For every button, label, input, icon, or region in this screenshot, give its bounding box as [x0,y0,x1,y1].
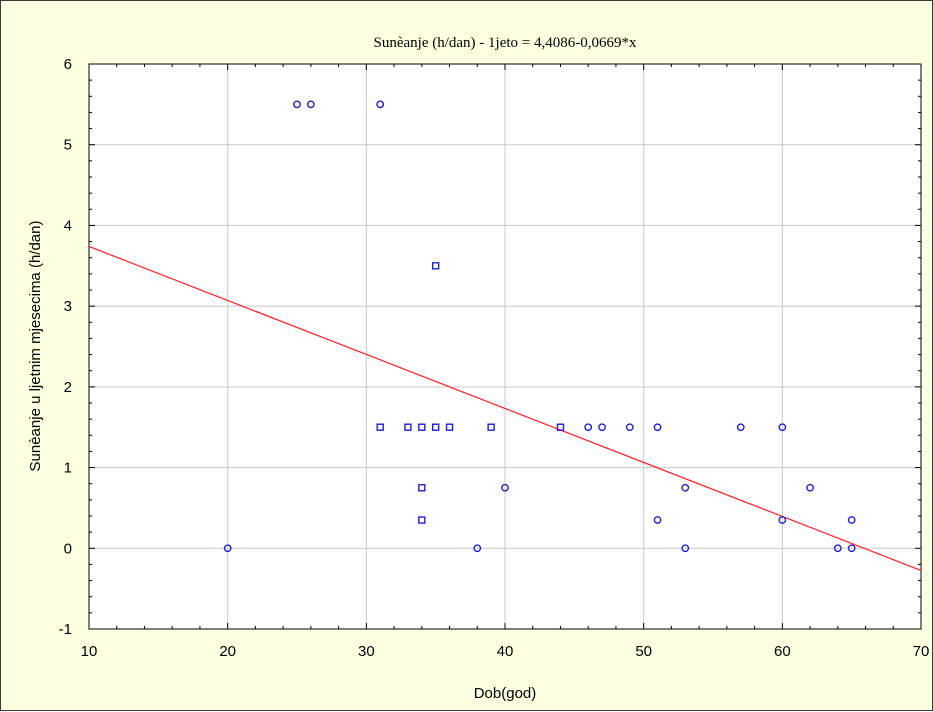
data-point-circle [598,423,606,432]
data-point-square [376,423,384,431]
x-tick-labels: 10 20 30 40 50 60 70 [81,643,930,660]
data-point-circle [653,423,662,432]
x-tick-label: 50 [635,643,652,660]
data-point-circle [681,544,690,553]
data-points [223,100,856,553]
y-tick-label: 2 [64,379,72,396]
data-point-square [418,516,426,524]
y-tick-label: 1 [64,460,72,477]
axis-ticks [88,63,922,630]
data-point-circle [736,423,745,432]
y-tick-label: 0 [64,540,72,557]
x-tick-label: 20 [219,643,236,660]
x-tick-label: 60 [774,643,791,660]
data-point-circle [473,544,482,553]
x-tick-label: 10 [81,643,98,660]
data-point-circle [847,544,856,553]
data-point-circle [847,516,856,524]
x-axis-label: Dob(god) [474,685,537,702]
y-tick-label: 4 [64,217,72,234]
y-tick-label: 6 [64,56,72,73]
data-point-circle [223,544,232,553]
data-point-square [431,262,440,270]
data-point-circle [806,483,814,492]
x-tick-label: 40 [497,643,514,660]
data-point-square [418,484,426,492]
y-tick-label: 3 [64,298,72,315]
data-point-square [445,423,454,431]
grid-lines [89,64,921,629]
data-point-circle [833,544,842,553]
data-point-circle [778,516,787,524]
data-point-circle [653,516,662,524]
data-point-circle [625,423,634,432]
data-point-square [487,423,495,431]
data-point-square [418,423,426,431]
data-point-circle [501,483,509,492]
data-point-square [431,423,440,431]
y-tick-label: 5 [64,137,72,154]
data-point-circle [376,100,385,109]
data-point-circle [293,100,301,109]
data-point-circle [681,483,690,492]
chart-title: Sunèanje (h/dan) - 1jeto = 4,4086-0,0669… [374,35,637,51]
y-tick-labels: -1 0 1 2 3 4 5 6 [59,56,72,638]
data-point-square [556,423,565,431]
data-point-square [404,423,412,431]
data-point-circle [306,100,315,109]
data-point-circle [584,423,593,432]
y-axis-label: Sunèanje u ljetnim mjesecima (h/dan) [27,221,44,472]
x-tick-label: 30 [358,643,375,660]
x-tick-label: 70 [913,643,930,660]
data-point-circle [778,423,787,432]
y-tick-label: -1 [59,621,72,638]
